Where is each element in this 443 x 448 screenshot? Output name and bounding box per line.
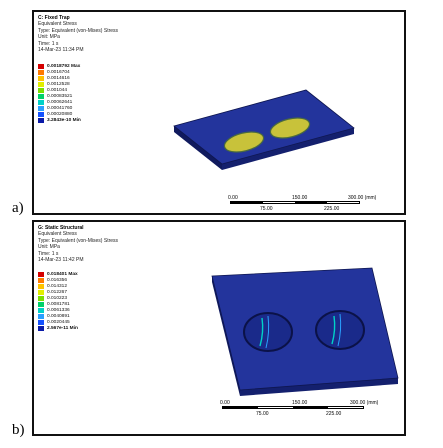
legend-label: 0.00083521 (47, 94, 73, 99)
legend-swatch (38, 82, 44, 87)
legend-label-min: 3.2843e-10 Min (47, 118, 81, 123)
scale-tick-150: 150.00 (292, 195, 308, 201)
scale-bar-a: 0.00 150.00 300.00 (mm) 75.00 225.00 (224, 195, 376, 213)
legend-label: 0.016356 (47, 278, 68, 283)
legend-swatch (38, 118, 44, 123)
hot-zone-left (223, 131, 265, 153)
legend-label: 0.00062641 (47, 100, 73, 105)
hot-ring-left-inner (265, 315, 270, 349)
panel-label-a: a) (12, 200, 24, 216)
info-line: Type: Equivalent (von-Mises) Stress (38, 237, 119, 244)
info-line: Type: Equivalent (von-Mises) Stress (38, 27, 119, 34)
analysis-title-b: G: Static Structural (38, 225, 84, 231)
legend-swatch (38, 308, 44, 313)
legend-swatch (38, 278, 44, 283)
scale-tick-225: 225.00 (326, 411, 342, 417)
hot-ring-right-inner (337, 313, 342, 347)
hot-zone-right (269, 117, 311, 139)
info-line: Unit: MPa (38, 34, 60, 41)
legend-label: 0.010223 (47, 296, 68, 301)
result-view-b: G: Static Structural Equivalent Stress T… (32, 220, 406, 436)
legend-label-max: 0.0018792 Max (47, 64, 81, 69)
info-line: Unit: MPa (38, 244, 60, 251)
legend-swatch (38, 94, 44, 99)
legend-swatch (38, 100, 44, 105)
legend-label: 0.014312 (47, 284, 68, 289)
legend-label: 0.0016704 (47, 70, 70, 75)
legend-label: 0.0012528 (47, 82, 70, 87)
legend-label: 0.0020445 (47, 320, 70, 325)
hot-ring-right (331, 315, 336, 345)
legend-label: 0.012267 (47, 290, 68, 295)
result-info-b: G: Static Structural Equivalent Stress T… (38, 225, 118, 263)
scale-tick-75: 75.00 (260, 206, 273, 212)
legend-swatch (38, 64, 44, 69)
info-line: Equivalent Stress (38, 21, 77, 28)
legend-swatch (38, 106, 44, 111)
legend-label: 0.001044 (47, 88, 68, 93)
legend-swatch (38, 296, 44, 301)
legend-swatch (38, 284, 44, 289)
info-line: Time: 1 s (38, 40, 59, 47)
legend-swatch (38, 320, 44, 325)
legend-swatch (38, 76, 44, 81)
analysis-title-a: C: Fixed Trap (38, 15, 70, 21)
scale-tick-75: 75.00 (256, 411, 269, 417)
legend-swatch (38, 326, 44, 331)
info-line: Time: 1 s (38, 250, 59, 257)
legend-swatch (38, 314, 44, 319)
legend-label-min: 2.567e-11 Min (47, 326, 78, 331)
result-view-a: C: Fixed Trap Equivalent Stress Type: Eq… (32, 10, 406, 215)
hot-ring-left (259, 317, 264, 347)
legend-label: 0.00041760 (47, 106, 73, 111)
legend-swatch (38, 272, 44, 277)
scale-bar-graphic (222, 406, 364, 409)
plate-top (173, 89, 355, 165)
scale-tick-150: 150.00 (292, 400, 308, 406)
scale-bar-b: 0.00 150.00 300.00 (mm) 75.00 225.00 (220, 400, 378, 420)
result-info-a: C: Fixed Trap Equivalent Stress Type: Eq… (38, 15, 118, 53)
legend-swatch (38, 290, 44, 295)
legend-label: 0.0081781 (47, 302, 70, 307)
legend-label: 0.0014616 (47, 76, 70, 81)
plate-model-a (173, 89, 355, 170)
plate-front-edge (174, 126, 222, 170)
info-line: 14-Mar-23 11:34 PM (38, 47, 84, 54)
legend-label: 0.00020880 (47, 112, 73, 117)
legend-swatch (38, 88, 44, 93)
legend-swatch (38, 302, 44, 307)
scale-tick-300: 300.00 (mm) (350, 400, 379, 406)
legend-swatch (38, 112, 44, 117)
legend-label: 0.0061336 (47, 308, 70, 313)
scale-tick-0: 0.00 (220, 400, 230, 406)
scale-tick-225: 225.00 (324, 206, 340, 212)
legend-label: 0.0040891 (47, 314, 70, 319)
scale-tick-0: 0.00 (228, 195, 238, 201)
plate-top (211, 267, 399, 391)
panel-label-b: b) (12, 422, 25, 438)
info-line: Equivalent Stress (38, 231, 77, 238)
scale-tick-300: 300.00 (mm) (348, 195, 377, 201)
plate-model-b (211, 267, 399, 396)
scale-bar-graphic (230, 201, 360, 204)
legend-swatch (38, 70, 44, 75)
legend-label-max: 0.018401 Max (47, 272, 78, 277)
info-line: 14-Mar-23 11:42 PM (38, 257, 84, 264)
